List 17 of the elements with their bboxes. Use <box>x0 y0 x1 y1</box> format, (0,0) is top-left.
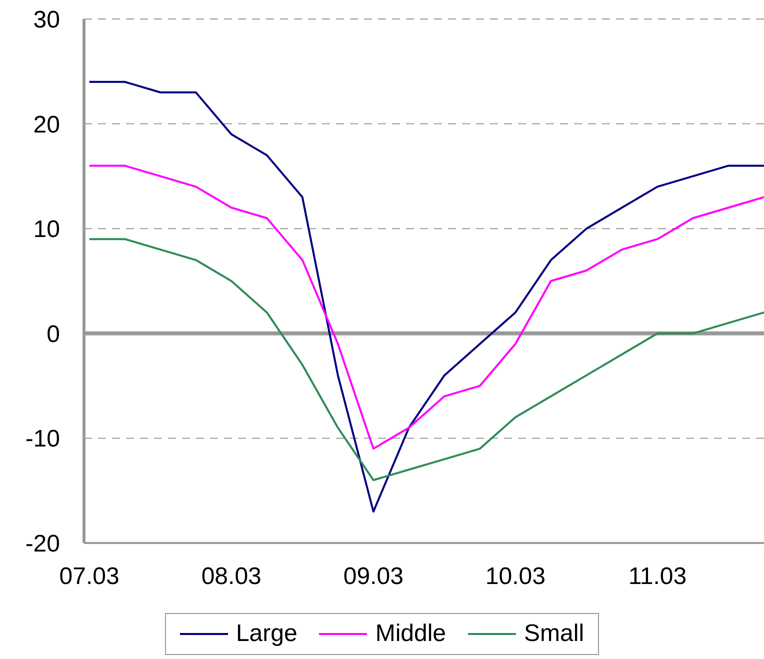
legend-label: Middle <box>375 620 446 648</box>
legend-label: Large <box>236 620 298 648</box>
x-tick-label: 07.03 <box>59 563 120 590</box>
line-series <box>88 164 764 450</box>
y-tick-label: 0 <box>46 320 60 348</box>
y-tick-label: 20 <box>33 111 60 138</box>
x-tick-label: 08.03 <box>201 563 262 590</box>
y-tick-label: 30 <box>33 6 60 34</box>
y-tick-label: 10 <box>33 216 60 244</box>
y-tick-label: -20 <box>25 530 60 558</box>
line-series <box>88 80 764 513</box>
line-series <box>88 238 764 482</box>
x-tick-label: 10.03 <box>485 563 546 590</box>
x-tick-label: 09.03 <box>343 563 404 590</box>
y-tick-label: -10 <box>25 426 60 453</box>
legend-label: Small <box>524 620 584 648</box>
x-tick-label: 11.03 <box>628 563 687 590</box>
